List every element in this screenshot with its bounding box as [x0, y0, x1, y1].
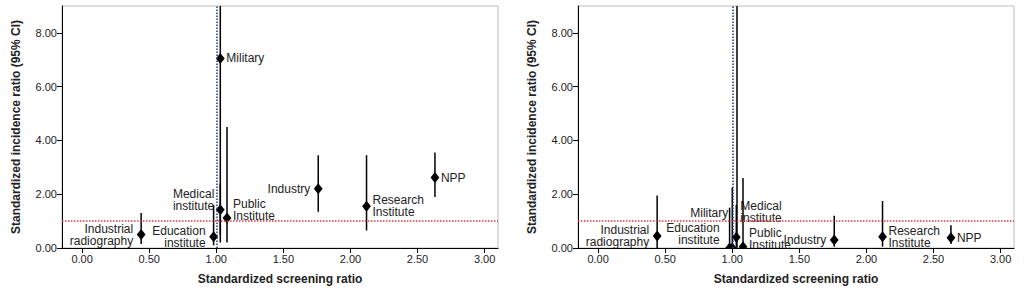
svg-text:NPP: NPP: [957, 231, 982, 245]
svg-text:Public: Public: [233, 196, 266, 211]
svg-text:Education: Education: [666, 221, 720, 235]
svg-text:Industry: Industry: [268, 182, 311, 196]
svg-text:0.50: 0.50: [654, 253, 675, 265]
svg-text:Standardized incidence ratio (: Standardized incidence ratio (95% CI): [9, 20, 23, 234]
svg-text:Institute: Institute: [373, 205, 415, 219]
svg-text:NPP: NPP: [441, 171, 466, 185]
svg-text:Military: Military: [226, 51, 264, 65]
svg-text:0.00: 0.00: [587, 253, 608, 265]
svg-text:Industry: Industry: [784, 233, 827, 247]
svg-text:0.00: 0.00: [71, 253, 92, 265]
svg-text:2.00: 2.00: [36, 188, 57, 200]
svg-text:3.00: 3.00: [474, 253, 495, 265]
svg-text:institute: institute: [740, 211, 782, 225]
svg-text:Medical: Medical: [172, 186, 215, 201]
svg-text:Industrial: Industrial: [600, 222, 650, 237]
svg-text:0.50: 0.50: [138, 253, 159, 265]
svg-text:institute: institute: [678, 233, 720, 247]
svg-text:1.50: 1.50: [789, 253, 810, 265]
svg-text:institute: institute: [173, 199, 215, 213]
svg-text:Institute: Institute: [749, 237, 791, 252]
svg-text:radiography: radiography: [586, 235, 649, 249]
svg-text:Industrial: Industrial: [84, 221, 134, 236]
svg-text:2.00: 2.00: [856, 253, 877, 265]
svg-text:Institute: Institute: [889, 236, 931, 250]
svg-text:8.00: 8.00: [36, 27, 57, 39]
svg-text:6.00: 6.00: [552, 81, 573, 93]
svg-text:Public: Public: [749, 225, 782, 240]
svg-text:0.00: 0.00: [552, 242, 573, 254]
svg-text:Institute: Institute: [233, 208, 275, 223]
svg-text:1.50: 1.50: [273, 253, 294, 265]
svg-text:6.00: 6.00: [36, 81, 57, 93]
svg-text:2.00: 2.00: [552, 188, 573, 200]
svg-text:radiography: radiography: [70, 234, 133, 248]
svg-text:Education: Education: [152, 223, 206, 238]
svg-text:2.00: 2.00: [340, 253, 361, 265]
svg-text:Research: Research: [888, 223, 940, 238]
svg-text:4.00: 4.00: [552, 134, 573, 146]
svg-text:Standardized incidence ratio (: Standardized incidence ratio (95% CI): [525, 20, 539, 234]
svg-text:Standardized screening ratio: Standardized screening ratio: [198, 272, 363, 286]
svg-text:Military: Military: [690, 206, 728, 220]
svg-text:Standardized screening ratio: Standardized screening ratio: [714, 272, 879, 286]
svg-text:8.00: 8.00: [552, 27, 573, 39]
svg-text:3.00: 3.00: [990, 253, 1011, 265]
svg-text:Medical: Medical: [740, 199, 782, 214]
svg-text:2.50: 2.50: [923, 253, 944, 265]
svg-text:Research: Research: [372, 193, 424, 208]
svg-text:0.00: 0.00: [36, 242, 57, 254]
svg-text:2.50: 2.50: [407, 253, 428, 265]
svg-text:1.00: 1.00: [722, 253, 743, 265]
svg-text:4.00: 4.00: [36, 134, 57, 146]
svg-text:institute: institute: [164, 236, 206, 250]
svg-text:1.00: 1.00: [206, 253, 227, 265]
